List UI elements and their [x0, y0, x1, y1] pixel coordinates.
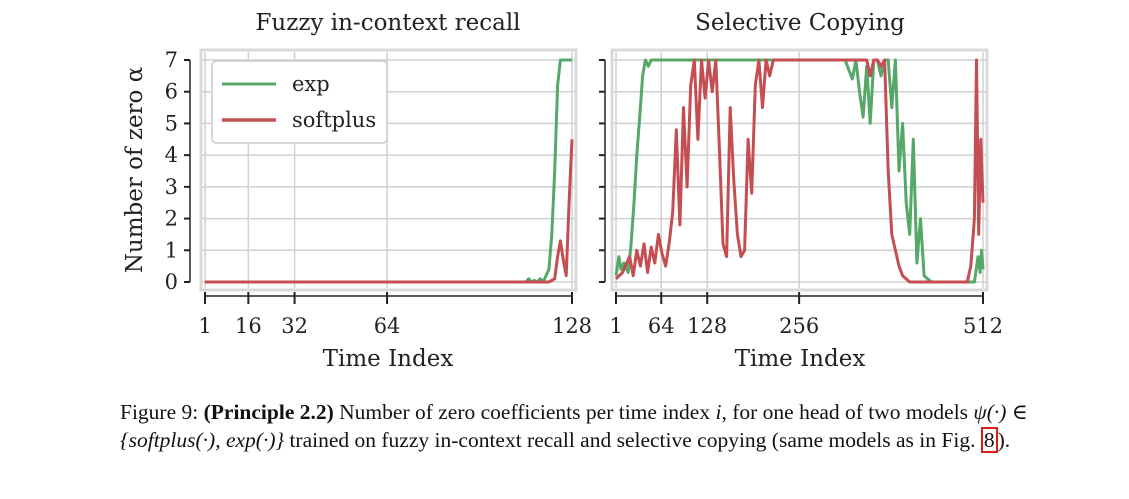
caption-text-3: trained on fuzzy in-context recall and s… — [284, 428, 981, 452]
y-ticks-left: 0 1 2 3 4 5 6 7 — [165, 48, 191, 294]
figure-plots: Fuzzy in-context recall 1 16 32 64 128 01234… — [122, 10, 1003, 372]
caption-text-2: , for one head of two models — [721, 400, 974, 424]
series-lines-left — [205, 58, 574, 284]
series-line-softplus — [205, 139, 574, 284]
y-axis-label: Number of zero α — [122, 67, 148, 273]
x-axis-label-left: Time Index — [323, 346, 454, 372]
caption-text-4: ). — [997, 428, 1011, 452]
x-tick-label-32: 32 — [281, 314, 308, 338]
caption-text-1: Number of zero coefficients per time ind… — [333, 400, 716, 424]
x-tick-label-128: 128 — [552, 314, 592, 338]
y-tick-label-3: 3 — [165, 175, 178, 199]
x-tick-label-64: 64 — [648, 314, 675, 338]
figure-reference-link[interactable]: 8 — [980, 427, 998, 453]
series-line-exp — [614, 58, 985, 284]
x-tick-label-1: 1 — [198, 314, 211, 338]
y-tick-label-7: 7 — [165, 48, 178, 72]
x-ticks-right: 1 64 128 256 512 — [609, 292, 1003, 338]
legend-label-softplus: softplus — [292, 108, 376, 132]
y-tick-label-4: 4 — [165, 143, 178, 167]
x-tick-label-128: 128 — [687, 314, 727, 338]
y-tick-label-0: 0 — [165, 270, 178, 294]
plot-title-fuzzy-recall: Fuzzy in-context recall — [255, 10, 520, 36]
principle-reference: (Principle 2.2) — [203, 400, 334, 424]
x-ticks-left: 1 16 32 64 128 — [198, 292, 592, 338]
legend: exp softplus — [211, 60, 388, 144]
legend-label-exp: exp — [292, 72, 330, 96]
figure-caption: Figure 9: (Principle 2.2) Number of zero… — [120, 398, 1115, 454]
series-line-softplus — [614, 58, 985, 284]
panel-selective-copying: Selective Copying 1 64 128 256 512 Time Inde… — [599, 10, 1003, 372]
caption-math-i: i — [715, 400, 722, 424]
figure-label: Figure 9: — [120, 400, 199, 424]
y-tick-label-1: 1 — [165, 238, 178, 262]
legend-box — [211, 60, 388, 144]
series-line-exp — [205, 58, 572, 284]
caption-math-psi: ψ(·) ∈ {softplus(·), exp(·)} — [120, 400, 1028, 452]
x-axis-label-right: Time Index — [735, 346, 866, 372]
y-tick-label-5: 5 — [165, 111, 178, 135]
x-tick-label-256: 256 — [779, 314, 819, 338]
panel-fuzzy-recall: Fuzzy in-context recall 1 16 32 64 128 01234… — [122, 10, 592, 372]
x-tick-label-1: 1 — [609, 314, 622, 338]
x-tick-label-512: 512 — [963, 314, 1003, 338]
x-tick-label-64: 64 — [374, 314, 401, 338]
plot-title-selective-copying: Selective Copying — [695, 10, 905, 36]
x-tick-label-16: 16 — [235, 314, 262, 338]
y-tick-label-2: 2 — [165, 207, 178, 231]
series-lines-right — [614, 58, 985, 284]
y-tick-label-6: 6 — [165, 80, 178, 104]
